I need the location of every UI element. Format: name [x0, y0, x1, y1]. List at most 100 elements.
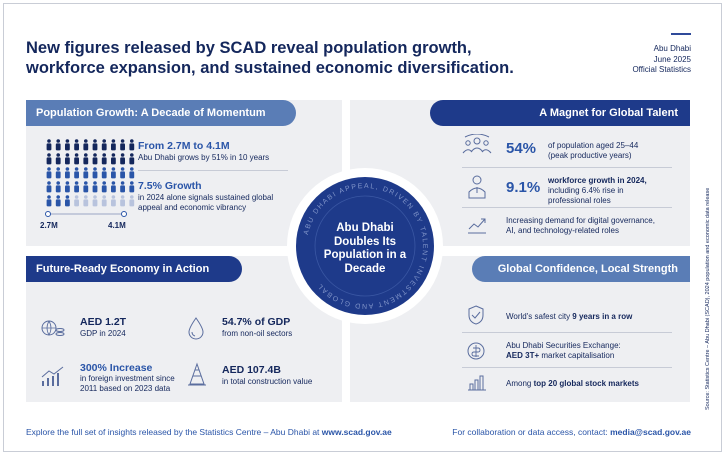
stock-bars-icon: [468, 375, 486, 391]
person-icon: [65, 167, 70, 179]
scale-start-label: 2.7M: [40, 221, 58, 230]
person-icon: [129, 153, 135, 165]
source-text: Source: Statistics Centre – Abu Dhabi (S…: [705, 187, 711, 410]
fdi-desc: in foreign investment since 2011 based o…: [80, 374, 175, 393]
person-icon: [129, 139, 135, 151]
markets-pre: Among: [506, 379, 532, 388]
person-icon: [83, 195, 89, 207]
population-scale-icon: [45, 211, 127, 217]
person-icon: [65, 153, 70, 165]
person-icon: [111, 181, 116, 193]
person-icon: [92, 139, 98, 151]
person-icon: [111, 167, 116, 179]
footer-explore-text: Explore the full set of insights release…: [26, 427, 320, 437]
center-headline: Abu Dhabi Doubles Its Population in a De…: [323, 222, 407, 275]
worker-icon: [468, 175, 486, 199]
person-icon: [83, 181, 89, 193]
person-icon: [92, 181, 98, 193]
gdp-value: AED 1.2T: [80, 316, 127, 328]
person-icon: [120, 195, 125, 207]
safest-city-text: World's safest city 9 years in a row: [506, 312, 632, 322]
footer-contact-text: For collaboration or data access, contac…: [452, 427, 608, 437]
gdp-desc: GDP in 2024: [80, 329, 126, 338]
oil-drop-icon: [188, 317, 204, 340]
divider: [462, 367, 672, 368]
person-icon: [46, 181, 52, 193]
person-icon: [83, 167, 89, 179]
population-growth-desc: in 2024 alone signals sustained global a…: [138, 193, 274, 212]
person-icon: [111, 195, 116, 207]
talent-header: A Magnet for Global Talent: [430, 100, 690, 126]
footer-contact: For collaboration or data access, contac…: [452, 427, 691, 437]
person-icon: [55, 167, 61, 179]
construction-desc: in total construction value: [222, 377, 313, 386]
person-icon: [111, 139, 116, 151]
person-icon: [101, 195, 107, 207]
person-icon: [92, 167, 98, 179]
meta-location: Abu Dhabi: [653, 44, 691, 53]
scale-end-label: 4.1M: [108, 221, 126, 230]
person-icon: [55, 195, 61, 207]
population-growth: 7.5% Growth: [138, 180, 202, 192]
globe-coins-icon: [41, 320, 65, 336]
confidence-header: Global Confidence, Local Strength: [472, 256, 690, 282]
person-icon: [74, 167, 79, 179]
person-icon: [129, 167, 135, 179]
talent-workforce-stat: 9.1%: [506, 179, 541, 196]
meta-type: Official Statistics: [632, 65, 691, 74]
person-icon: [46, 167, 52, 179]
person-icon: [46, 139, 52, 151]
person-icon: [46, 195, 52, 207]
person-icon: [120, 153, 125, 165]
markets-bold: top 20 global stock markets: [533, 379, 639, 388]
page-title: New figures released by SCAD reveal popu…: [26, 39, 514, 77]
meta-date: June 2025: [653, 54, 691, 64]
exchange-cap-rest: market capitalisation: [541, 351, 615, 360]
person-icon: [83, 153, 89, 165]
talent-workforce-bold: workforce growth in 2024,: [548, 176, 647, 185]
footer-explore: Explore the full set of insights release…: [26, 427, 392, 437]
fdi-value: 300% Increase: [80, 362, 153, 374]
person-icon: [120, 139, 125, 151]
construction-value: AED 107.4B: [222, 364, 281, 376]
talent-age-desc: of population aged 25–44 (peak productiv…: [548, 141, 639, 160]
person-icon: [92, 195, 98, 207]
person-icon: [55, 153, 61, 165]
population-range: From 2.7M to 4.1M: [138, 140, 230, 152]
divider: [462, 207, 672, 208]
footer-website-link[interactable]: www.scad.gov.ae: [321, 427, 392, 437]
person-icon: [55, 181, 61, 193]
person-icon: [65, 139, 70, 151]
growth-chart-icon: [468, 218, 486, 234]
person-icon: [74, 139, 79, 151]
footer-email-link[interactable]: media@scad.gov.ae: [610, 427, 691, 437]
person-icon: [65, 181, 70, 193]
person-icon: [129, 195, 135, 207]
divider: [462, 332, 672, 333]
person-icon: [55, 139, 61, 151]
person-icon: [46, 153, 52, 165]
exchange-line2: AED 3T+ market capitalisation: [506, 351, 614, 361]
person-icon: [83, 139, 89, 151]
talent-age-stat: 54%: [506, 140, 537, 157]
person-icon: [120, 167, 125, 179]
safest-city-pre: World's safest city: [506, 312, 571, 321]
person-icon: [101, 139, 107, 151]
person-icon: [74, 153, 79, 165]
source-note: Source: Statistics Centre – Abu Dhabi (S…: [705, 130, 715, 410]
shield-check-icon: [468, 305, 484, 325]
markets-text: Among top 20 global stock markets: [506, 379, 639, 389]
nonoil-desc: from non-oil sectors: [222, 329, 293, 338]
population-range-desc: Abu Dhabi grows by 51% in 10 years: [138, 153, 270, 162]
person-icon: [65, 195, 70, 207]
person-icon: [101, 181, 107, 193]
talent-demand-desc: Increasing demand for digital governance…: [506, 216, 655, 235]
construction-cone-icon: [188, 362, 206, 386]
person-icon: [101, 153, 107, 165]
economy-header: Future-Ready Economy in Action: [26, 256, 242, 282]
release-meta: Abu Dhabi June 2025 Official Statistics: [632, 44, 691, 76]
divider: [462, 167, 672, 168]
person-icon: [74, 195, 79, 207]
center-badge: [296, 177, 434, 315]
safest-city-bold: 9 years in a row: [572, 312, 633, 321]
